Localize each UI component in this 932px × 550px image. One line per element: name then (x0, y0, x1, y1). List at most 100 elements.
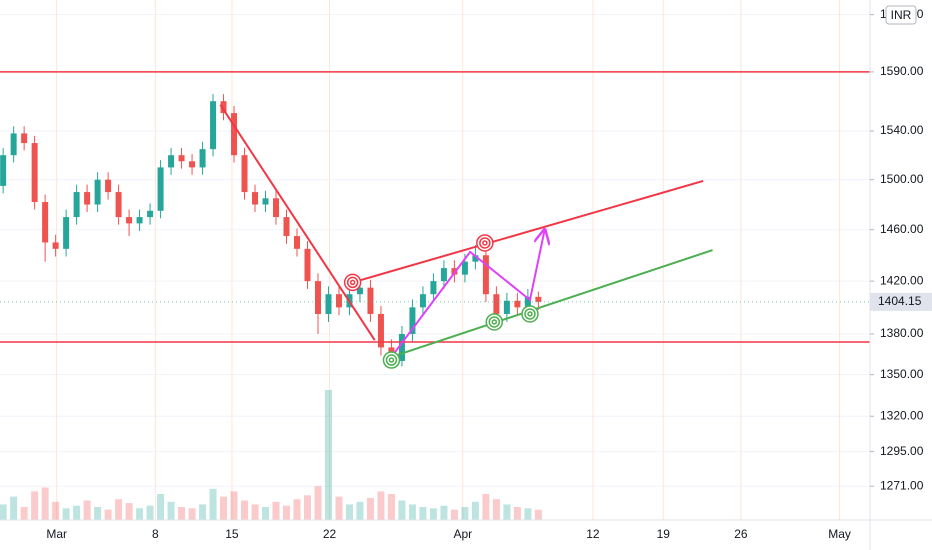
pivot-marker (524, 308, 536, 320)
trend-line (390, 230, 544, 358)
x-tick-label: 26 (734, 527, 748, 541)
candle-body (210, 101, 217, 150)
candle-body (136, 217, 143, 224)
volume-bar (387, 494, 395, 520)
volume-bar (0, 504, 7, 520)
volume-bar (534, 509, 542, 520)
x-tick-label: 8 (152, 527, 159, 541)
candle-body (325, 294, 332, 314)
candle-body (461, 261, 468, 275)
candle-body (535, 296, 542, 302)
candle-body (73, 192, 80, 218)
y-tick-label: 1380.00 (880, 326, 924, 340)
volume-bar (314, 486, 322, 520)
candle-body (419, 294, 426, 308)
volume-bar (115, 499, 123, 520)
volume-bar (482, 494, 490, 520)
volume-bar (94, 507, 102, 520)
candle-body (63, 217, 70, 249)
candle-body (10, 133, 17, 156)
x-tick-label: 22 (323, 527, 337, 541)
pivot-marker (349, 279, 356, 286)
candle-body (493, 294, 500, 314)
candle-body (189, 161, 196, 168)
volume-bar (220, 496, 228, 520)
candle-body (168, 155, 175, 168)
volume-bar (471, 501, 479, 520)
volume-bar (157, 494, 165, 520)
volume-bar (303, 495, 311, 520)
candle-body (52, 242, 59, 249)
pivot-marker (527, 311, 533, 317)
volume-bar (41, 487, 49, 520)
volume-bar (73, 505, 81, 520)
y-tick-label: 1540.00 (880, 123, 924, 137)
volume-bar (429, 508, 437, 520)
volume-bar (251, 504, 259, 520)
volume-bar (31, 491, 39, 520)
volume-bar (440, 505, 448, 520)
y-tick-label: 1460.00 (880, 222, 924, 236)
trend-line (219, 104, 376, 341)
volume-bar (178, 507, 186, 520)
volume-bar (398, 500, 406, 520)
volume-bar (146, 505, 154, 520)
y-tick-label: 1295.00 (880, 444, 924, 458)
candle-body (503, 300, 510, 314)
trend-line (391, 249, 713, 358)
candle-body (409, 307, 416, 334)
volume-bar (188, 508, 196, 520)
volume-bar (503, 504, 511, 520)
candle-body (105, 179, 112, 193)
last-price-badge (870, 292, 932, 311)
candle-body (273, 198, 280, 218)
candle-body (283, 217, 290, 237)
volume-bar (366, 497, 374, 520)
candle-body (430, 281, 437, 295)
candle-body (293, 236, 300, 249)
candle-body (356, 287, 363, 295)
volume-bar (283, 505, 291, 520)
volume-bar (230, 491, 238, 520)
x-tick-label: Mar (46, 527, 67, 541)
y-tick-label: 1500.00 (880, 172, 924, 186)
volume-bar (52, 501, 60, 520)
volume-bar (345, 504, 353, 520)
candle-body (440, 268, 447, 282)
currency-badge[interactable] (885, 5, 917, 25)
x-tick-label: Apr (453, 527, 472, 541)
candle-body (21, 133, 28, 144)
candle-body (31, 143, 38, 203)
volume-bar (199, 504, 207, 520)
volume-bar (10, 496, 18, 520)
candle-body (367, 287, 374, 314)
candle-body (147, 210, 154, 218)
candle-body (199, 149, 206, 168)
volume-bar (324, 390, 332, 520)
pivot-marker (479, 237, 491, 249)
candle-body (94, 179, 101, 205)
y-tick-label: 1350.00 (880, 367, 924, 381)
y-tick-label: 1590.00 (880, 64, 924, 78)
candle-body (262, 198, 269, 205)
volume-bar (450, 509, 458, 520)
candle-body (514, 300, 521, 308)
candle-body (126, 217, 133, 224)
volume-bar (136, 508, 144, 520)
x-tick-label: 15 (225, 527, 239, 541)
volume-bar (104, 509, 112, 520)
candle-body (472, 255, 479, 262)
x-tick-label: May (828, 527, 851, 541)
volume-bar (408, 504, 416, 520)
volume-bar (377, 491, 385, 520)
volume-bar (20, 507, 28, 520)
pivot-marker (388, 357, 395, 363)
pivot-marker (346, 276, 359, 289)
volume-bar (241, 500, 249, 520)
x-tick-label: 12 (586, 527, 600, 541)
candle-body (304, 248, 311, 282)
candle-body (84, 192, 91, 205)
candle-body (157, 167, 164, 211)
volume-bar (272, 501, 280, 520)
